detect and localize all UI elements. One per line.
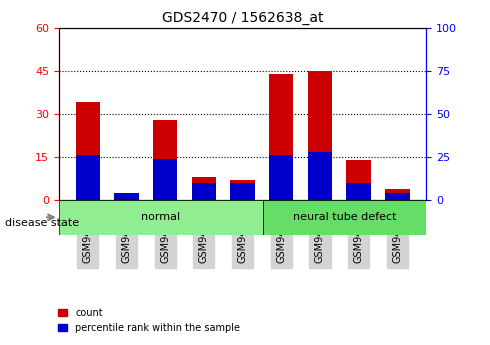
Bar — [346, 183, 371, 200]
Text: disease state: disease state — [5, 218, 79, 227]
Legend: count, percentile rank within the sample: count, percentile rank within the sample — [54, 304, 244, 337]
Bar — [230, 183, 255, 200]
Bar — [346, 160, 371, 200]
Bar — [385, 193, 410, 200]
Bar — [230, 180, 255, 200]
Text: neural tube defect: neural tube defect — [293, 213, 396, 222]
Bar — [308, 152, 332, 200]
Title: GDS2470 / 1562638_at: GDS2470 / 1562638_at — [162, 11, 323, 25]
Bar — [153, 159, 177, 200]
Bar — [385, 189, 410, 200]
Bar — [114, 193, 139, 200]
Text: normal: normal — [141, 213, 180, 222]
Bar — [75, 155, 100, 200]
Bar — [75, 102, 100, 200]
Bar — [114, 194, 139, 200]
Bar — [153, 120, 177, 200]
Bar — [269, 155, 294, 200]
FancyBboxPatch shape — [263, 200, 426, 235]
FancyBboxPatch shape — [59, 200, 263, 235]
Bar — [308, 71, 332, 200]
Bar — [192, 183, 216, 200]
Bar — [269, 73, 294, 200]
Bar — [192, 177, 216, 200]
